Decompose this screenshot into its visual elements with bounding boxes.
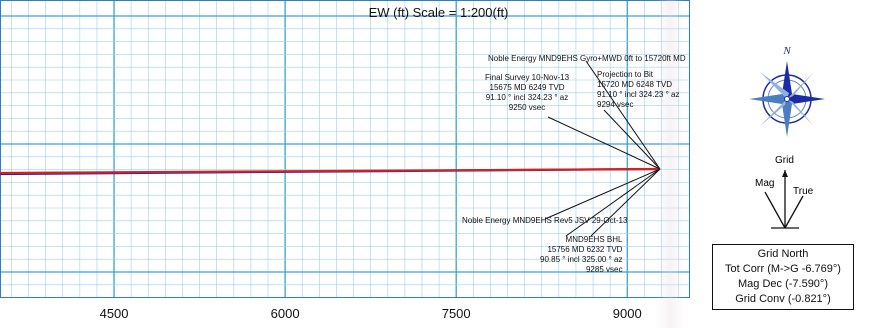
- svg-text:N: N: [782, 45, 791, 57]
- x-tick-label: 6000: [270, 306, 300, 321]
- north-reference-diagram: Grid Mag True: [735, 150, 835, 240]
- grid-convergence: Grid Conv (-0.821°): [735, 293, 831, 305]
- grid-north-label: Grid: [775, 155, 794, 166]
- plot-border: [0, 0, 690, 298]
- grid-north-heading: Grid North: [757, 248, 809, 260]
- annotation-leader-line: [603, 109, 661, 170]
- annotation-bhl: MND9EHS BHL 15756 MD 6232 TVD 90.85 ° in…: [540, 235, 623, 274]
- x-tick-label: 4500: [99, 306, 129, 321]
- compass-rose-icon: N: [749, 45, 825, 137]
- annotation-noble-plan: Noble Energy MND9EHS Rev5 JSV 29-Oct-13: [462, 216, 628, 225]
- magnetic-declination: Mag Dec (-7.590°): [738, 278, 828, 290]
- annotation-leader-line: [544, 168, 661, 220]
- true-north-label: True: [793, 186, 814, 197]
- magnetic-north-label: Mag: [755, 178, 775, 189]
- north-arrows-icon: [764, 170, 804, 229]
- north-correction-box: Grid North Tot Corr (M->G -6.769°) Mag D…: [712, 244, 854, 310]
- annotation-leaders: [544, 60, 661, 237]
- annotation-leader-line: [547, 116, 661, 170]
- grid-lines: [0, 0, 690, 298]
- annotation-leader-line: [590, 168, 661, 237]
- wellpath-series: [0, 167, 661, 176]
- wellpath-line-2: [0, 167, 661, 175]
- annotation-noble-survey-program: Noble Energy MND9EHS Gyro+MWD 0ft to 157…: [488, 54, 686, 63]
- annotation-leader-line: [585, 60, 661, 170]
- x-tick-label: 9000: [612, 306, 642, 321]
- annotation-projection-to-bit: Projection to Bit 15720 MD 6248 TVD 91.1…: [597, 70, 680, 109]
- total-correction: Tot Corr (M->G -6.769°): [725, 263, 841, 275]
- x-tick-label: 7500: [441, 306, 471, 321]
- annotation-leader-line: [565, 168, 661, 237]
- annotation-final-survey: Final Survey 10-Nov-13 15675 MD 6249 TVD…: [485, 73, 570, 112]
- plot-area: [0, 0, 690, 298]
- chart-title: EW (ft) Scale = 1:200(ft): [368, 5, 509, 20]
